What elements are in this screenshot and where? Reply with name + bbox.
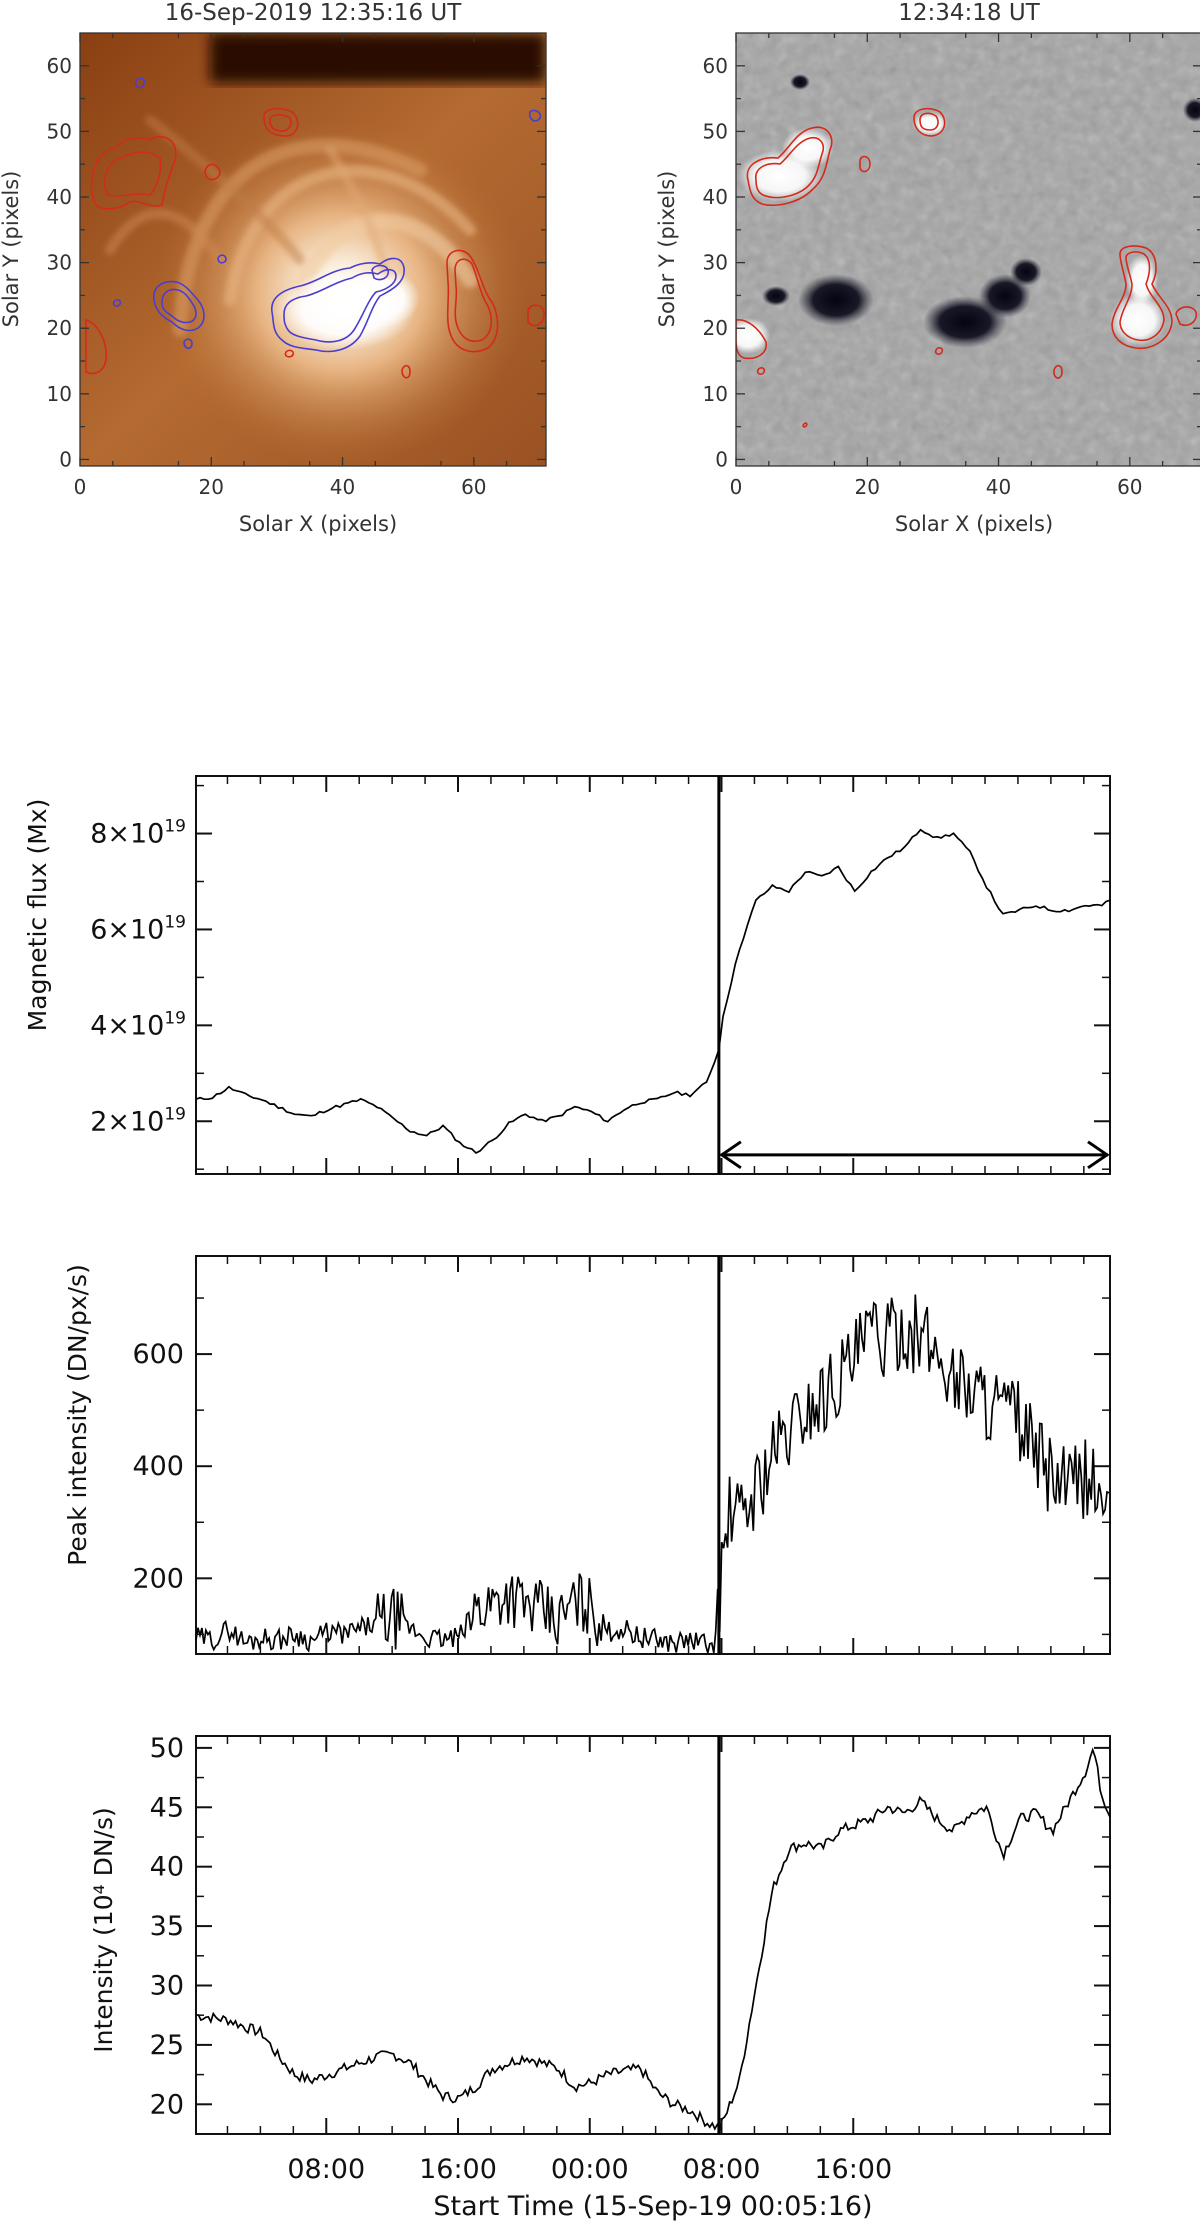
time-x-tick-label: 08:00 — [287, 2154, 365, 2185]
magnetogram-y-axis-label: Solar Y (pixels) — [655, 171, 679, 328]
int-y-tick-label: 45 — [150, 1792, 184, 1823]
flux-y-tick-label: 2×1019 — [90, 1104, 186, 1137]
int-y-tick-label: 40 — [150, 1852, 184, 1883]
flux-y-tick-label: 8×1019 — [90, 817, 186, 850]
euv-x-tick-label: 20 — [199, 475, 224, 499]
euv-negative-contours — [112, 77, 542, 353]
mag-x-tick-label: 20 — [855, 475, 880, 499]
peak-plot-frame — [195, 1255, 1111, 1655]
euv-x-axis-label: Solar X (pixels) — [239, 512, 397, 536]
euv-positive-contours — [85, 107, 545, 379]
mag-y-tick-label: 60 — [703, 54, 728, 78]
euv-y-tick-label: 50 — [47, 119, 72, 143]
mag-y-tick-label: 30 — [703, 251, 728, 275]
flux-duration-arrow-head-right — [1087, 1140, 1110, 1170]
int-plot-frame — [195, 1735, 1111, 2135]
magnetogram-panel-frame — [735, 32, 1200, 467]
peak-intensity-plot: 200 400 600 Peak intensity (DN/px/s) — [63, 1255, 1111, 1655]
euv-panel-frame — [79, 32, 547, 467]
euv-image — [80, 33, 546, 466]
euv-x-tick-label: 0 — [74, 475, 87, 499]
flux-y-tick-label: 4×1019 — [90, 1008, 186, 1041]
magnetic-flux-plot: 2×1019 4×1019 6×1019 8×1019 Magnetic flux (… — [23, 775, 1111, 1175]
peak-y-tick-label: 600 — [132, 1339, 184, 1370]
int-y-tick-label: 20 — [150, 2089, 184, 2120]
euv-panel-title: 16-Sep-2019 12:35:16 UT — [165, 0, 463, 26]
peak-curve — [195, 1294, 1110, 1654]
peak-y-tick-label: 200 — [132, 1563, 184, 1594]
flux-y-tick-label: 6×1019 — [90, 912, 186, 945]
magnetogram-panel-title: 12:34:18 UT — [898, 0, 1040, 26]
mag-x-tick-label: 40 — [986, 475, 1011, 499]
mag-y-tick-label: 50 — [703, 119, 728, 143]
euv-y-tick-label: 40 — [47, 185, 72, 209]
int-y-tick-label: 25 — [150, 2030, 184, 2061]
time-axis-label: Start Time (15-Sep-19 00:05:16) — [433, 2191, 872, 2222]
time-x-tick-label: 00:00 — [551, 2154, 629, 2185]
mag-x-tick-label: 60 — [1117, 475, 1142, 499]
magnetogram-panel-ticks: 0 20 40 60 0 10 20 30 40 50 60 — [703, 33, 1200, 499]
magnetogram-x-axis-label: Solar X (pixels) — [895, 512, 1053, 536]
mag-y-tick-label: 10 — [703, 382, 728, 406]
mag-x-tick-label: 0 — [730, 475, 743, 499]
euv-y-tick-label: 20 — [47, 316, 72, 340]
intensity-y-axis-label: Intensity (10⁴ DN/s) — [89, 1807, 118, 2052]
euv-y-tick-label: 30 — [47, 251, 72, 275]
peak-intensity-y-axis-label: Peak intensity (DN/px/s) — [63, 1264, 92, 1566]
int-y-tick-label: 30 — [150, 1970, 184, 2001]
mag-y-tick-label: 40 — [703, 185, 728, 209]
euv-panel-ticks: 0 20 40 60 0 10 20 30 40 50 60 — [47, 33, 546, 499]
euv-image-panel: 16-Sep-2019 12:35:16 UT — [0, 0, 547, 536]
euv-x-tick-label: 40 — [330, 475, 355, 499]
euv-y-axis-label: Solar Y (pixels) — [0, 171, 23, 328]
flux-curve — [195, 828, 1111, 1155]
int-curve — [195, 1747, 1111, 2132]
flux-duration-arrow-head-left — [719, 1140, 742, 1170]
magnetogram-image — [736, 33, 1200, 466]
time-x-tick-label: 16:00 — [814, 2154, 892, 2185]
magnetogram-panel: 12:34:18 UT — [655, 0, 1200, 536]
peak-y-tick-label: 400 — [132, 1451, 184, 1482]
time-x-tick-label: 08:00 — [683, 2154, 761, 2185]
flux-plot-frame — [195, 775, 1111, 1175]
flux-y-axis-label: Magnetic flux (Mx) — [23, 799, 52, 1032]
mag-y-tick-label: 20 — [703, 316, 728, 340]
euv-y-tick-label: 10 — [47, 382, 72, 406]
euv-x-tick-label: 60 — [461, 475, 486, 499]
mag-y-tick-label: 0 — [715, 447, 728, 471]
time-x-tick-label: 16:00 — [419, 2154, 497, 2185]
euv-y-tick-label: 60 — [47, 54, 72, 78]
int-y-tick-label: 35 — [150, 1911, 184, 1942]
magnetogram-positive-contours — [736, 107, 1198, 428]
euv-y-tick-label: 0 — [59, 447, 72, 471]
int-y-tick-label: 50 — [150, 1733, 184, 1764]
